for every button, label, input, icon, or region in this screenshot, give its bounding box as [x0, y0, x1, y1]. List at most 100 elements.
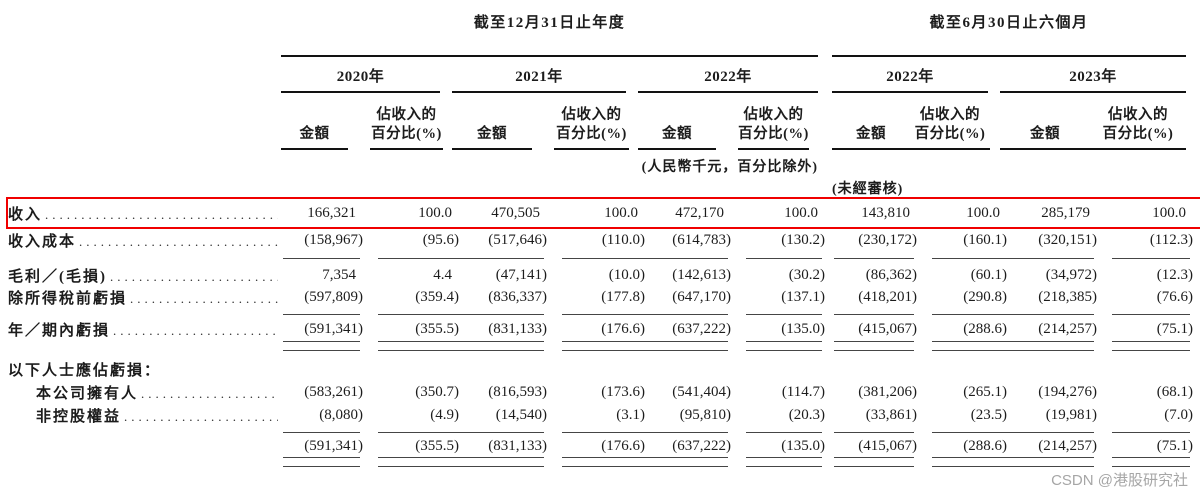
rule-row — [8, 426, 1200, 433]
value-cell: (95.6) — [422, 231, 459, 248]
column-rule — [283, 427, 360, 433]
column-rule — [283, 341, 360, 351]
column-rule — [562, 427, 642, 433]
value-cell: (142,613) — [672, 266, 731, 283]
value-cell: (591,341) — [304, 437, 363, 454]
value-cell: (68.1) — [1156, 383, 1193, 400]
amount-header: 金額 — [452, 93, 532, 150]
table-row-owners-of-company: 本公司擁有人..................................… — [8, 380, 1200, 404]
unaudited-note: (未經審核) — [832, 182, 904, 197]
column-rule — [640, 457, 728, 467]
column-rule — [1112, 457, 1190, 467]
column-rule — [640, 309, 728, 315]
value-cell: (160.1) — [963, 231, 1007, 248]
table-row-gross-profit: 毛利／(毛損).................................… — [8, 264, 1200, 286]
value-cell: (831,133) — [488, 320, 547, 337]
value-cell: (214,257) — [1038, 437, 1097, 454]
value-cell: (415,067) — [858, 437, 917, 454]
table-row-revenue: 收入......................................… — [6, 197, 1200, 229]
column-rule — [562, 309, 642, 315]
header-period-row: 截至12月31日止年度 截至6月30日止六個月 — [8, 0, 1200, 57]
column-rule — [562, 457, 642, 467]
value-cell: 100.0 — [418, 204, 452, 221]
column-rule — [454, 309, 544, 315]
column-rule — [562, 253, 642, 259]
value-cell: (3.1) — [616, 406, 645, 423]
pct-of-revenue-header: 佔收入的 百分比(%) — [1090, 93, 1186, 150]
value-cell: (176.6) — [601, 437, 645, 454]
value-cell: 143,810 — [861, 204, 910, 221]
dot-leader: ........................................… — [110, 268, 278, 284]
interim-2022-header: 2022年 — [832, 57, 988, 93]
row-label: 除所得稅前虧損 — [8, 290, 128, 307]
value-cell: 100.0 — [966, 204, 1000, 221]
column-rule — [378, 309, 456, 315]
value-cell: (350.7) — [415, 383, 459, 400]
column-rule — [1002, 253, 1094, 259]
table-row-loss-before-tax: 除所得稅前虧損.................................… — [8, 286, 1200, 308]
column-rule — [1002, 309, 1094, 315]
amount-header: 金額 — [1000, 93, 1090, 150]
column-rule — [932, 427, 1004, 433]
value-cell: (176.6) — [601, 320, 645, 337]
unaudited-note-row: (未經審核) — [8, 178, 1200, 198]
value-cell: (288.6) — [963, 320, 1007, 337]
value-cell: (173.6) — [601, 383, 645, 400]
rule-row — [8, 340, 1200, 351]
row-label: 本公司擁有人 — [36, 385, 139, 402]
value-cell: (265.1) — [963, 383, 1007, 400]
value-cell: (10.0) — [608, 266, 645, 283]
column-rule — [1112, 427, 1190, 433]
value-cell: 100.0 — [604, 204, 638, 221]
value-cell: (381,206) — [858, 383, 917, 400]
column-rule — [746, 253, 822, 259]
value-cell: (20.3) — [788, 406, 825, 423]
column-rule — [454, 341, 544, 351]
pct-of-revenue-header: 佔收入的 百分比(%) — [738, 93, 809, 150]
value-cell: (76.6) — [1156, 288, 1193, 305]
column-rule — [562, 341, 642, 351]
value-cell: (418,201) — [858, 288, 917, 305]
units-note: (人民幣千元，百分比除外) — [641, 160, 818, 175]
rule-row — [8, 308, 1200, 315]
pct-of-revenue-header: 佔收入的 百分比(%) — [910, 93, 990, 150]
value-cell: (355.5) — [415, 320, 459, 337]
year-2022-header: 2022年 — [638, 57, 818, 93]
value-cell: 472,170 — [675, 204, 724, 221]
watermark: CSDN @港股研究社 — [1051, 472, 1188, 489]
value-cell: (320,151) — [1038, 231, 1097, 248]
value-cell: (214,257) — [1038, 320, 1097, 337]
value-cell: (158,967) — [304, 231, 363, 248]
value-cell: (359.4) — [415, 288, 459, 305]
value-cell: (60.1) — [970, 266, 1007, 283]
value-cell: 7,354 — [322, 266, 356, 283]
value-cell: (75.1) — [1156, 437, 1193, 454]
row-label: 年／期內虧損 — [8, 322, 111, 339]
value-cell: 166,321 — [307, 204, 356, 221]
column-rule — [283, 253, 360, 259]
value-cell: (8,080) — [319, 406, 363, 423]
value-cell: (836,337) — [488, 288, 547, 305]
value-cell: (86,362) — [865, 266, 917, 283]
value-cell: (288.6) — [963, 437, 1007, 454]
value-cell: (34,972) — [1045, 266, 1097, 283]
value-cell: (114.7) — [781, 383, 825, 400]
value-cell: (19,981) — [1045, 406, 1097, 423]
column-rule — [378, 253, 456, 259]
value-cell: (177.8) — [601, 288, 645, 305]
table-row-total-loss: (591,341) (355.5) (831,133) (176.6) (637,222… — [8, 436, 1200, 456]
value-cell: 470,505 — [491, 204, 540, 221]
rule-row — [8, 252, 1200, 259]
column-rule — [932, 253, 1004, 259]
column-rule — [834, 457, 914, 467]
value-cell: 285,179 — [1041, 204, 1090, 221]
column-rule — [640, 253, 728, 259]
row-label: 收入 — [8, 206, 43, 223]
value-cell: (135.0) — [781, 320, 825, 337]
value-cell: (14,540) — [495, 406, 547, 423]
value-cell: (47,141) — [495, 266, 547, 283]
value-cell: (591,341) — [304, 320, 363, 337]
value-cell: (7.0) — [1164, 406, 1193, 423]
value-cell: (816,593) — [488, 383, 547, 400]
